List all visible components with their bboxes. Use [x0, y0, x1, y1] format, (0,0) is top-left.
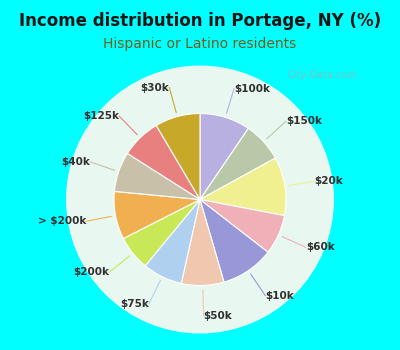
- Wedge shape: [114, 153, 200, 200]
- Wedge shape: [200, 128, 275, 199]
- Circle shape: [67, 66, 333, 333]
- Wedge shape: [145, 199, 200, 284]
- Text: $60k: $60k: [306, 242, 334, 252]
- Wedge shape: [200, 199, 268, 282]
- Wedge shape: [181, 199, 224, 286]
- Wedge shape: [200, 199, 284, 252]
- Text: City-Data.com: City-Data.com: [288, 70, 358, 80]
- Wedge shape: [127, 126, 200, 200]
- Text: $100k: $100k: [234, 84, 270, 93]
- Wedge shape: [200, 113, 248, 200]
- Wedge shape: [114, 191, 200, 239]
- Text: $75k: $75k: [120, 299, 149, 309]
- Text: $30k: $30k: [141, 83, 169, 92]
- Text: Hispanic or Latino residents: Hispanic or Latino residents: [103, 37, 297, 51]
- Text: $40k: $40k: [61, 157, 90, 167]
- Text: Income distribution in Portage, NY (%): Income distribution in Portage, NY (%): [19, 12, 381, 30]
- Text: $125k: $125k: [83, 111, 119, 121]
- Text: > $200k: > $200k: [38, 216, 86, 226]
- Text: $20k: $20k: [315, 176, 344, 186]
- Text: $150k: $150k: [286, 116, 322, 126]
- Text: $200k: $200k: [73, 267, 109, 277]
- Text: $50k: $50k: [204, 310, 232, 321]
- Wedge shape: [156, 113, 200, 200]
- Wedge shape: [200, 158, 286, 216]
- Wedge shape: [123, 199, 200, 266]
- Text: $10k: $10k: [265, 290, 294, 301]
